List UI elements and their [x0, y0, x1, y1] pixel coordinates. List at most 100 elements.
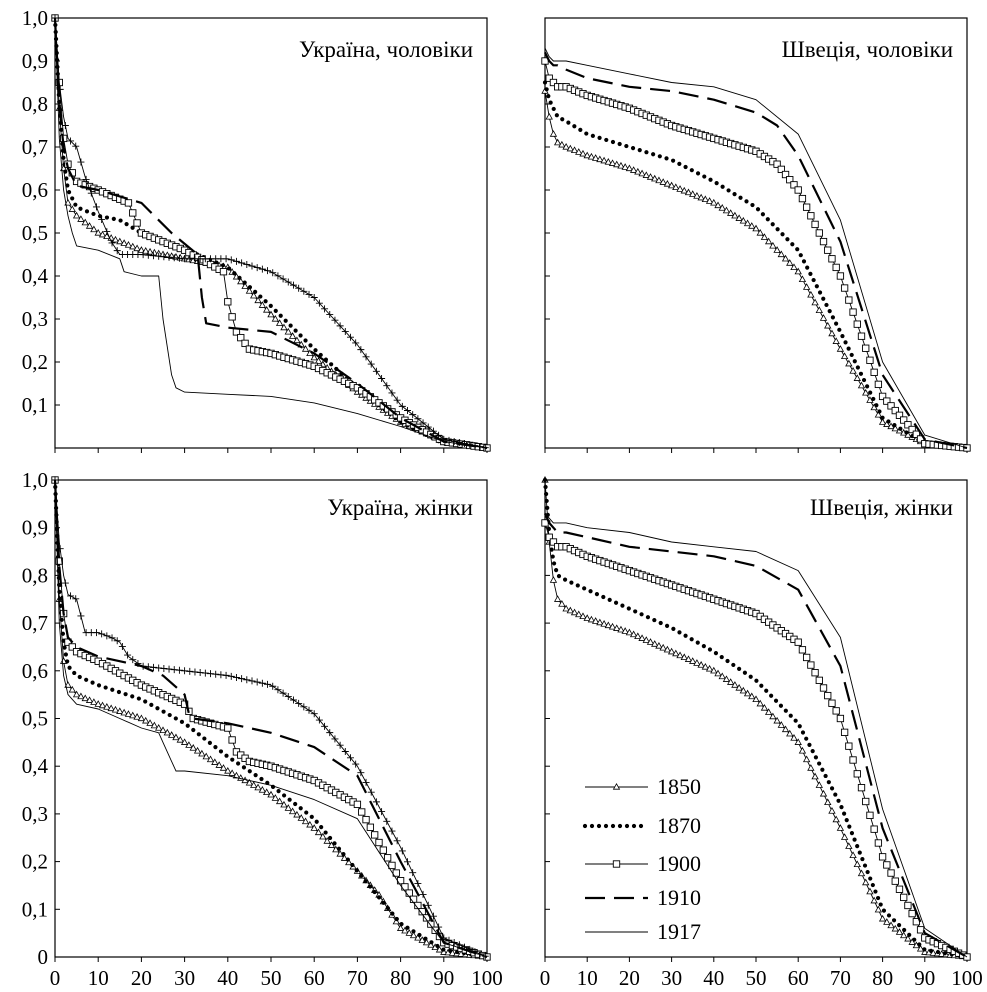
series-extra-group	[51, 14, 489, 452]
data-point-marker	[824, 691, 832, 700]
series-line-1870	[542, 477, 970, 960]
data-point-marker	[828, 807, 836, 814]
data-point-marker	[672, 649, 680, 657]
data-point-marker	[866, 811, 874, 819]
data-point-marker	[310, 353, 318, 361]
data-point-marker	[878, 418, 887, 425]
y-tick-label: 0,9	[22, 49, 48, 73]
data-point-marker	[667, 181, 676, 189]
legend-item-1870: 1870	[582, 813, 701, 838]
data-point-marker	[414, 933, 422, 941]
y-tick-label: 0,6	[22, 659, 48, 683]
data-point-marker	[206, 755, 215, 763]
data-point-marker	[752, 224, 760, 232]
data-point-marker	[878, 914, 887, 922]
data-point-marker	[314, 357, 323, 364]
data-point-marker	[579, 612, 587, 620]
data-point-marker	[129, 242, 137, 250]
data-point-marker	[352, 339, 360, 347]
data-point-marker	[284, 278, 292, 286]
series-line-1900	[54, 17, 488, 449]
chart-legend: 1850 1870 1900 1910 1917	[582, 774, 701, 944]
data-point-marker	[874, 905, 883, 913]
data-point-marker	[613, 624, 621, 631]
data-point-marker	[807, 290, 815, 298]
data-point-marker	[72, 690, 81, 698]
data-point-marker	[743, 689, 752, 697]
legend-label-1850: 1850	[657, 774, 701, 799]
data-point-marker	[794, 267, 802, 275]
data-point-marker	[81, 694, 89, 702]
x-tick-label: 30	[661, 966, 682, 990]
data-point-marker	[404, 407, 412, 415]
data-point-marker	[642, 171, 650, 178]
data-point-marker	[874, 410, 883, 418]
data-point-marker	[248, 677, 256, 685]
data-point-marker	[341, 328, 349, 336]
data-point-marker	[781, 170, 790, 179]
data-point-marker	[202, 752, 210, 760]
data-point-marker	[790, 734, 798, 741]
data-point-marker	[891, 406, 899, 415]
data-point-marker	[476, 950, 484, 958]
data-point-marker	[124, 710, 133, 717]
data-point-marker	[314, 828, 323, 836]
data-point-marker	[684, 655, 693, 662]
data-point-marker	[319, 832, 327, 840]
data-point-marker	[461, 943, 469, 951]
data-point-marker	[409, 931, 418, 939]
x-tick-label: 70	[830, 966, 851, 990]
series-1917-group	[54, 17, 488, 449]
y-tick-label: 0,1	[22, 393, 48, 417]
data-point-marker	[466, 945, 474, 953]
data-point-marker	[836, 345, 845, 352]
data-point-marker	[608, 159, 617, 166]
data-point-marker	[427, 920, 435, 928]
data-point-marker	[295, 284, 303, 292]
data-point-marker	[371, 831, 379, 839]
data-point-marker	[587, 615, 596, 623]
data-point-marker	[103, 703, 111, 710]
data-point-marker	[481, 952, 489, 960]
data-point-marker	[815, 306, 823, 313]
data-point-marker	[238, 675, 246, 683]
data-point-marker	[271, 794, 279, 801]
data-point-marker	[629, 166, 638, 173]
data-point-marker	[900, 893, 908, 902]
data-point-marker	[596, 155, 604, 163]
data-point-marker	[878, 853, 887, 861]
data-point-marker	[471, 948, 479, 956]
data-point-marker	[295, 699, 303, 707]
data-point-marker	[56, 545, 64, 553]
data-point-marker	[790, 263, 798, 270]
data-point-marker	[167, 731, 176, 738]
data-point-marker	[815, 229, 823, 237]
x-tick-label: 70	[347, 966, 368, 990]
data-point-marker	[107, 704, 115, 712]
data-point-marker	[357, 769, 365, 777]
data-point-marker	[388, 827, 396, 835]
data-point-marker	[321, 722, 329, 730]
plot-frame	[54, 17, 488, 449]
data-point-marker	[253, 678, 261, 686]
data-point-marker	[874, 380, 883, 389]
x-tick-label: 40	[217, 966, 238, 990]
data-point-marker	[56, 85, 64, 93]
data-point-marker	[300, 703, 308, 711]
y-tick-label: 0,6	[22, 178, 48, 202]
data-point-marker	[139, 662, 147, 670]
data-point-marker	[422, 938, 431, 946]
data-point-marker	[155, 664, 163, 672]
y-tick-label: 1,0	[22, 6, 48, 30]
data-point-marker	[124, 651, 132, 659]
x-tick-label: 100	[471, 966, 503, 990]
data-point-marker	[832, 263, 840, 272]
series-line-1850	[54, 17, 488, 449]
data-point-marker	[323, 837, 331, 844]
data-point-marker	[773, 246, 781, 253]
data-point-marker	[828, 255, 836, 263]
data-point-marker	[372, 367, 380, 375]
panel-sweden-men: Швеція, чоловіки	[541, 17, 971, 453]
series-1850-group	[541, 475, 971, 960]
series-1870-group	[52, 15, 490, 451]
